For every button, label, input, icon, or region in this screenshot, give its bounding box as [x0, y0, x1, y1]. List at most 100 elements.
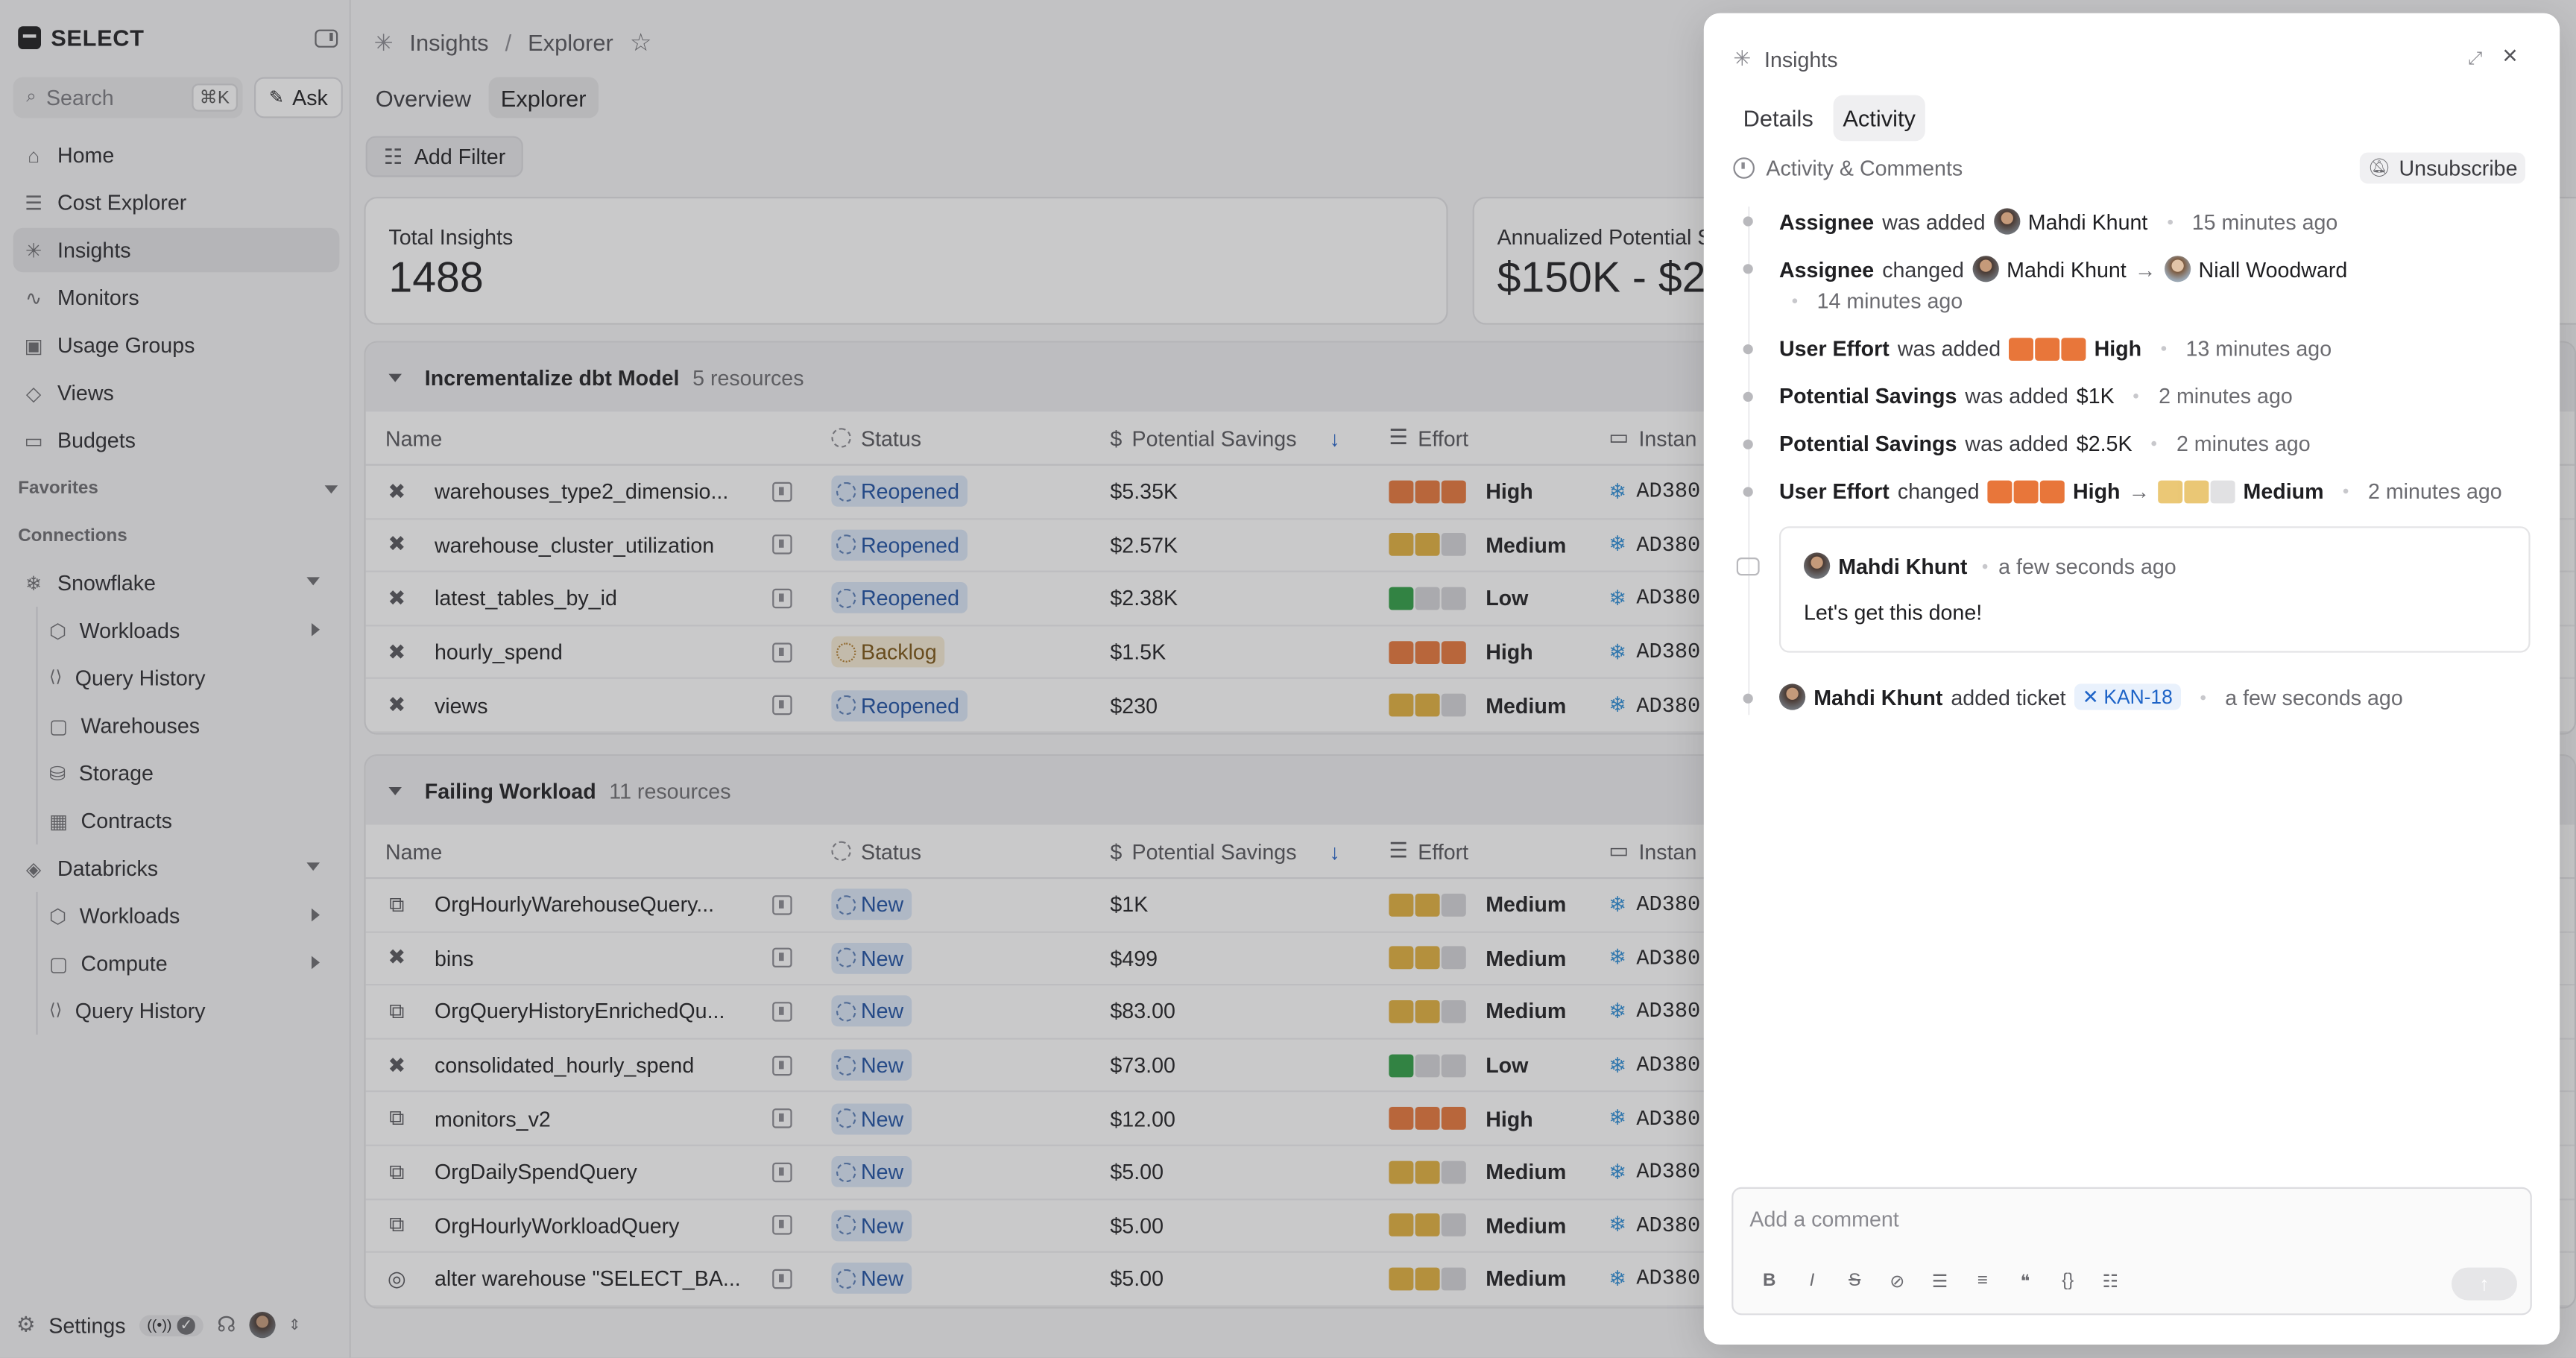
sidebar-item-databricks[interactable]: ◈ Databricks [13, 846, 340, 890]
cell-status[interactable]: New [831, 942, 912, 974]
sidebar-item-snowflake-workloads[interactable]: ⬡ Workloads [46, 608, 340, 652]
details-icon[interactable] [772, 642, 792, 662]
cell-effort[interactable]: Medium [1389, 1213, 1566, 1238]
status-badge[interactable]: New [831, 1263, 912, 1295]
sidebar-item-snowflake-query-history[interactable]: ⟨⟩ Query History [46, 656, 340, 700]
sidebar-item-views[interactable]: ◇ Views [13, 370, 340, 414]
status-badge[interactable]: New [831, 942, 912, 974]
ask-button[interactable]: ✎ Ask [254, 77, 343, 119]
status-badge[interactable]: Reopened [831, 476, 967, 508]
column-header-effort[interactable]: ☰ Effort [1389, 838, 1468, 864]
close-icon[interactable]: × [2502, 42, 2518, 71]
expand-icon[interactable]: ⤢ [2468, 49, 2483, 69]
column-header-instance[interactable]: ▭ Instan [1609, 838, 1696, 864]
settings-link[interactable]: Settings [48, 1313, 126, 1338]
cell-status[interactable]: Backlog [831, 636, 945, 668]
status-badge[interactable]: New [831, 996, 912, 1028]
details-icon[interactable] [772, 695, 792, 716]
table-row[interactable]: ✖ latest_tables_by_id Reopened $2.38K Lo… [365, 572, 2575, 626]
cell-effort[interactable]: High [1389, 1106, 1533, 1131]
sidebar-item-home[interactable]: ⌂ Home [13, 133, 340, 177]
cell-effort[interactable]: Medium [1389, 533, 1566, 558]
sort-desc-icon[interactable]: ↓ [1329, 425, 1340, 450]
status-badge[interactable]: New [831, 1102, 912, 1134]
table-row[interactable]: ✖ bins New $499 Medium ❄ AD380 [365, 932, 2575, 986]
tab-explorer[interactable]: Explorer [489, 77, 598, 119]
details-icon[interactable] [772, 1002, 792, 1022]
details-icon[interactable] [772, 1215, 792, 1236]
status-badge[interactable]: Reopened [831, 529, 967, 561]
sidebar-item-contracts[interactable]: ▦ Contracts [46, 798, 340, 842]
cell-effort[interactable]: High [1389, 479, 1533, 504]
cell-effort[interactable]: Medium [1389, 892, 1566, 917]
checklist-icon[interactable]: ☷ [2102, 1272, 2119, 1292]
cell-status[interactable]: Reopened [831, 476, 967, 508]
cell-status[interactable]: New [831, 1102, 912, 1134]
cell-effort[interactable]: Low [1389, 1053, 1528, 1078]
sidebar-item-storage[interactable]: ⛁ Storage [46, 751, 340, 795]
sidebar-item-warehouses[interactable]: ▢ Warehouses [46, 704, 340, 748]
details-icon[interactable] [772, 894, 792, 915]
column-header-savings[interactable]: $ Potential Savings ↓ [1110, 839, 1339, 863]
bold-icon[interactable]: B [1763, 1271, 1776, 1291]
details-icon[interactable] [772, 588, 792, 609]
cell-status[interactable]: Reopened [831, 689, 967, 721]
table-row[interactable]: ✖ consolidated_hourly_spend New $73.00 L… [365, 1039, 2575, 1093]
table-row[interactable]: ⧉ monitors_v2 New $12.00 High ❄ AD380 [365, 1093, 2575, 1146]
details-icon[interactable] [772, 948, 792, 968]
status-badge[interactable]: New [831, 1210, 912, 1242]
table-row[interactable]: ◎ alter warehouse "SELECT_BA... New $5.0… [365, 1253, 2575, 1307]
sidebar-item-usage-groups[interactable]: ▣ Usage Groups [13, 323, 340, 367]
status-badge[interactable]: Reopened [831, 583, 967, 614]
cell-effort[interactable]: Medium [1389, 999, 1566, 1024]
cell-status[interactable]: New [831, 1049, 912, 1081]
italic-icon[interactable]: I [1809, 1271, 1815, 1291]
connection-status[interactable]: ((•)) ✓ [139, 1314, 204, 1336]
cell-status[interactable]: New [831, 1263, 912, 1295]
sidebar-item-insights[interactable]: ✳ Insights [13, 227, 340, 273]
send-button[interactable]: ↑ [2452, 1267, 2517, 1301]
column-header-name[interactable]: Name [385, 425, 443, 450]
add-filter-button[interactable]: ☷ Add Filter [365, 136, 524, 177]
breadcrumb-explorer[interactable]: Explorer [528, 29, 613, 56]
status-badge[interactable]: New [831, 889, 912, 920]
details-icon[interactable] [772, 1269, 792, 1289]
tab-details[interactable]: Details [1743, 104, 1813, 131]
cell-effort[interactable]: Medium [1389, 1266, 1566, 1291]
breadcrumb-insights[interactable]: Insights [409, 29, 489, 56]
column-header-name[interactable]: Name [385, 839, 443, 864]
bullet-list-icon[interactable]: ☰ [1931, 1272, 1948, 1292]
sort-desc-icon[interactable]: ↓ [1329, 839, 1340, 864]
comment-input[interactable]: Add a comment [1749, 1207, 1899, 1232]
user-avatar[interactable] [249, 1312, 276, 1339]
status-badge[interactable]: Backlog [831, 636, 945, 668]
cell-effort[interactable]: Medium [1389, 946, 1566, 970]
star-icon[interactable]: ☆ [629, 29, 652, 57]
search-input[interactable]: ⌕ Search ⌘K [13, 77, 243, 119]
cell-status[interactable]: Reopened [831, 583, 967, 614]
details-icon[interactable] [772, 1108, 792, 1128]
column-header-savings[interactable]: $ Potential Savings ↓ [1110, 426, 1339, 450]
sidebar-item-databricks-workloads[interactable]: ⬡ Workloads [46, 894, 340, 938]
table-row[interactable]: ⧉ OrgDailySpendQuery New $5.00 Medium ❄ … [365, 1146, 2575, 1200]
favorites-section[interactable]: Favorites [18, 479, 338, 502]
sidebar-item-compute[interactable]: ▢ Compute [46, 941, 340, 985]
cell-effort[interactable]: High [1389, 639, 1533, 664]
column-header-status[interactable]: Status [831, 839, 921, 863]
status-badge[interactable]: Reopened [831, 689, 967, 721]
numbered-list-icon[interactable]: ≡ [1977, 1271, 1988, 1291]
cell-effort[interactable]: Low [1389, 586, 1528, 610]
support-icon[interactable]: ☊ [217, 1312, 236, 1336]
cell-effort[interactable]: Medium [1389, 1160, 1566, 1184]
tab-activity[interactable]: Activity [1833, 95, 1926, 142]
table-row[interactable]: ✖ warehouses_type2_dimensio... Reopened … [365, 466, 2575, 519]
column-header-effort[interactable]: ☰ Effort [1389, 425, 1468, 451]
quote-icon[interactable]: ❝ [2020, 1272, 2030, 1292]
status-badge[interactable]: New [831, 1049, 912, 1081]
sidebar-item-cost-explorer[interactable]: ☰ Cost Explorer [13, 180, 340, 224]
cell-status[interactable]: New [831, 1156, 912, 1188]
sidebar-toggle-icon[interactable] [315, 29, 338, 48]
table-row[interactable]: ⧉ OrgHourlyWarehouseQuery... New $1K Med… [365, 879, 2575, 932]
cell-status[interactable]: Reopened [831, 529, 967, 561]
sidebar-item-snowflake[interactable]: ❄ Snowflake [13, 560, 340, 604]
